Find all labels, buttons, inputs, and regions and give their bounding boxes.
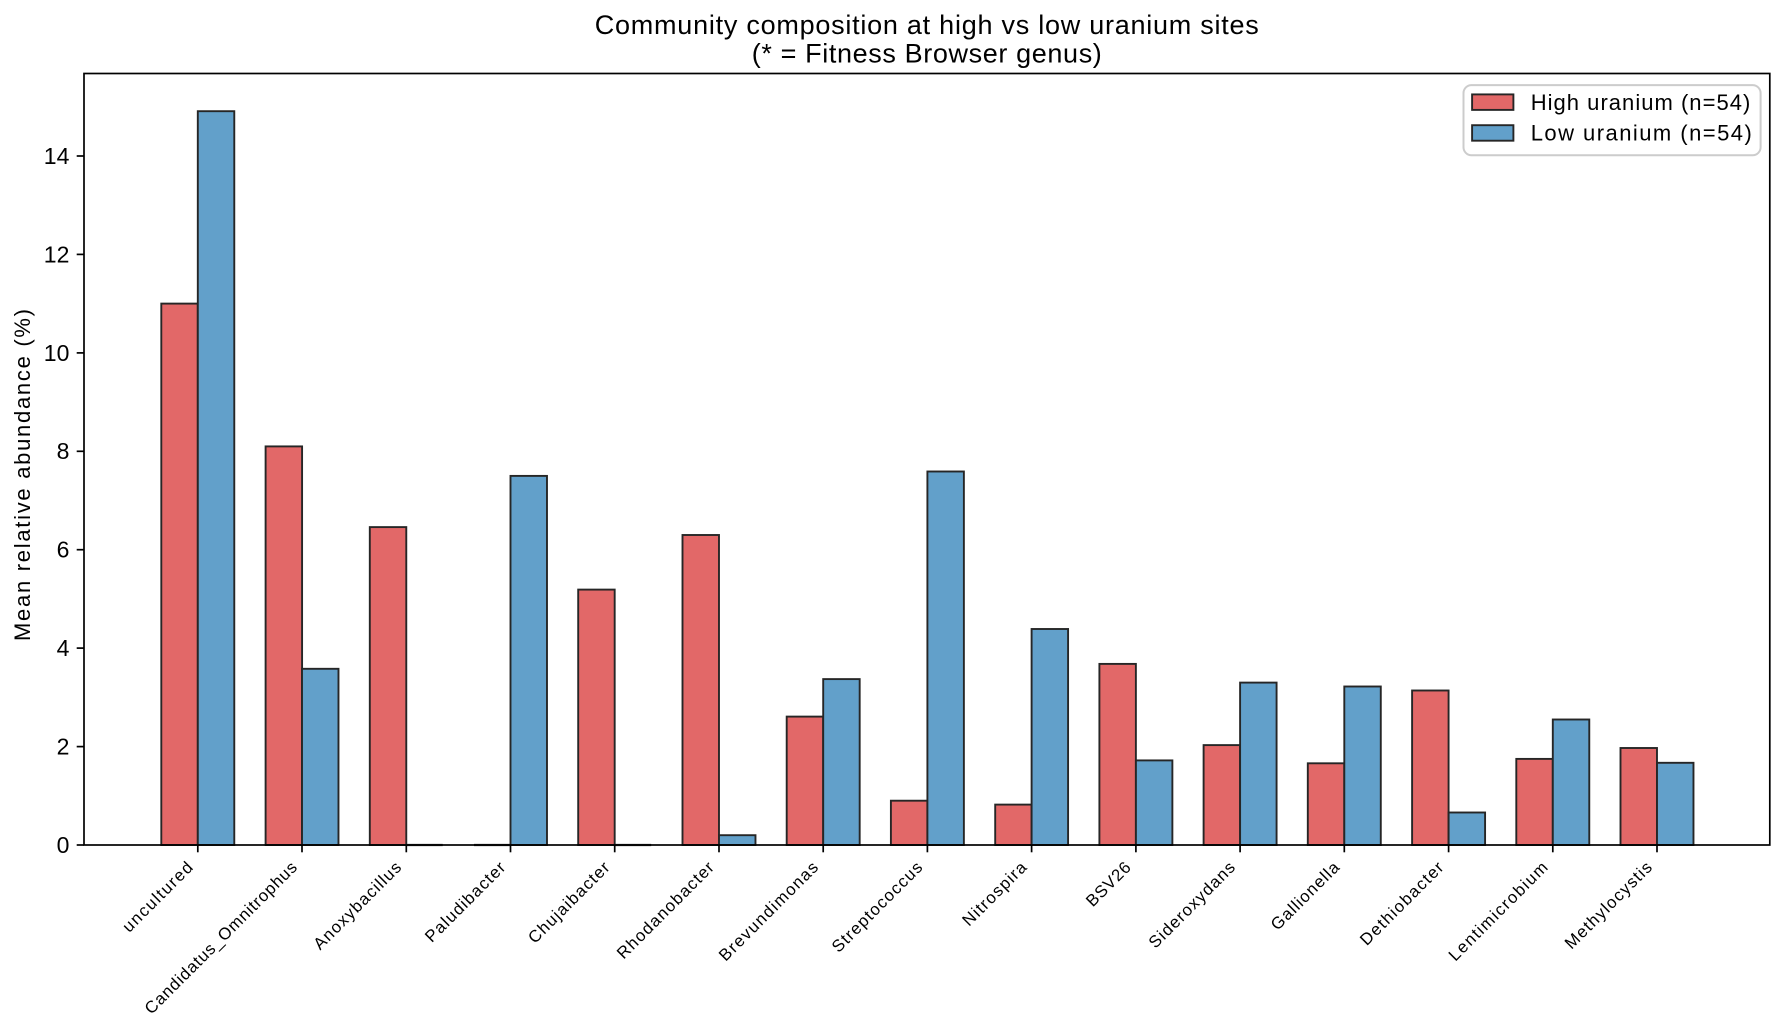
- svg-text:High uranium (n=54): High uranium (n=54): [1531, 90, 1751, 115]
- svg-text:Community composition at high: Community composition at high vs low ura…: [595, 10, 1259, 40]
- svg-text:8: 8: [57, 438, 70, 464]
- svg-text:14: 14: [44, 143, 70, 169]
- svg-text:0: 0: [57, 832, 70, 858]
- svg-text:10: 10: [44, 340, 70, 366]
- svg-text:12: 12: [44, 241, 70, 267]
- svg-text:Low uranium (n=54): Low uranium (n=54): [1531, 120, 1752, 145]
- svg-text:2: 2: [57, 734, 70, 760]
- svg-text:Mean relative abundance (%): Mean relative abundance (%): [10, 309, 35, 641]
- svg-text:6: 6: [57, 537, 70, 563]
- svg-text:4: 4: [57, 635, 70, 661]
- svg-text:(* = Fitness Browser genus): (* = Fitness Browser genus): [752, 39, 1102, 69]
